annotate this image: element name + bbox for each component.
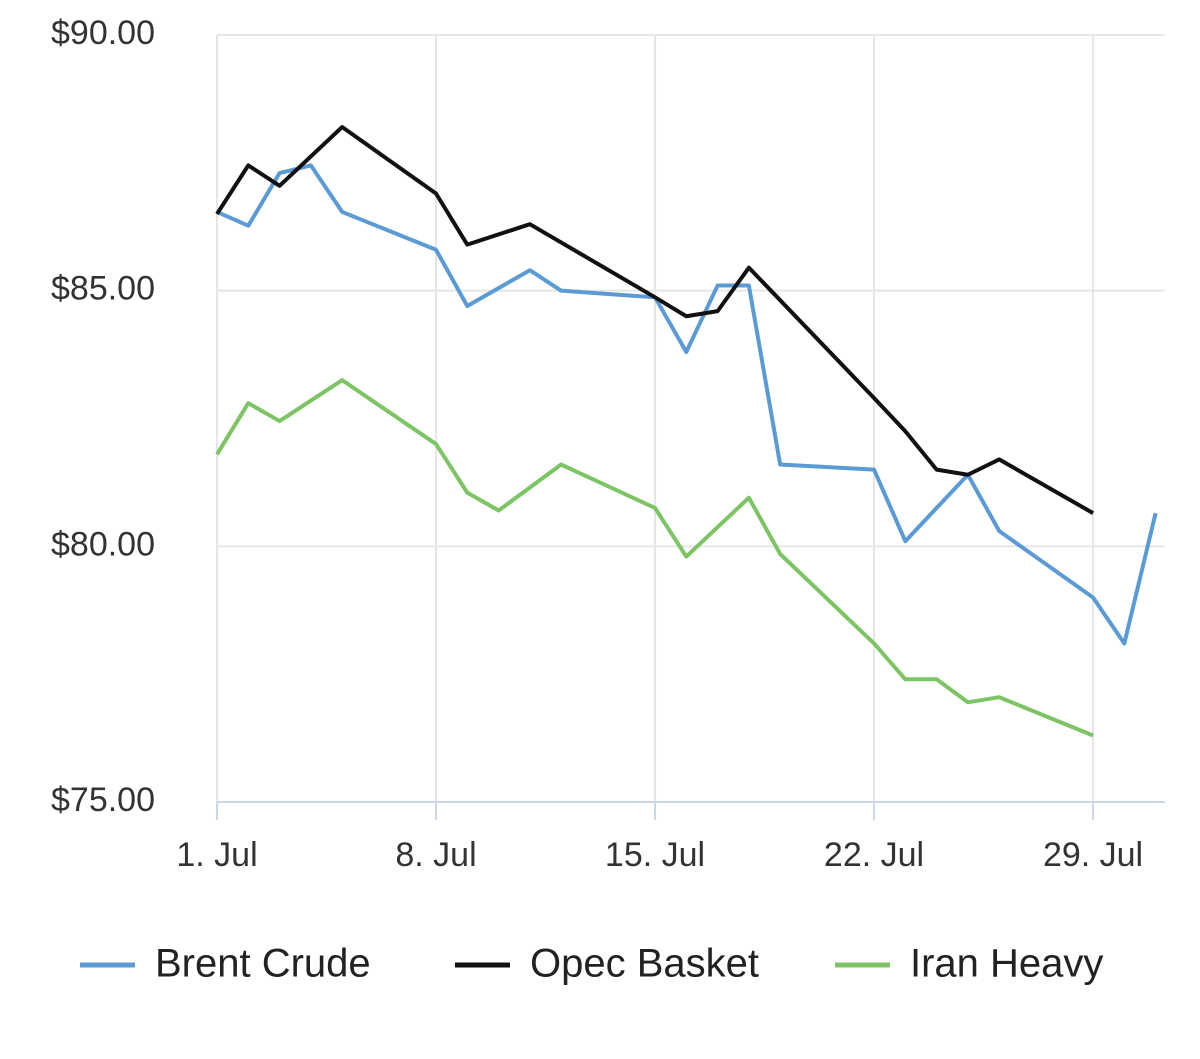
legend-label: Brent Crude xyxy=(155,942,371,986)
y-tick-label: $75.00 xyxy=(51,781,155,819)
y-tick-label: $85.00 xyxy=(51,270,155,308)
series-line xyxy=(215,378,1094,738)
legend-label: Opec Basket xyxy=(530,942,759,986)
x-tick-label: 22. Jul xyxy=(824,836,924,874)
x-tick-label: 8. Jul xyxy=(395,836,476,874)
legend-item: Brent Crude xyxy=(80,942,371,986)
series-line xyxy=(216,163,1158,646)
y-tick-label: $90.00 xyxy=(51,14,155,52)
x-tick-label: 15. Jul xyxy=(605,836,705,874)
x-tick-label: 29. Jul xyxy=(1043,836,1143,874)
x-tick-label: 1. Jul xyxy=(176,836,257,874)
legend-label: Iran Heavy xyxy=(910,942,1103,986)
y-tick-label: $80.00 xyxy=(51,525,155,563)
series-line xyxy=(215,125,1095,515)
legend-item: Opec Basket xyxy=(455,942,759,986)
legend-item: Iran Heavy xyxy=(835,942,1103,986)
